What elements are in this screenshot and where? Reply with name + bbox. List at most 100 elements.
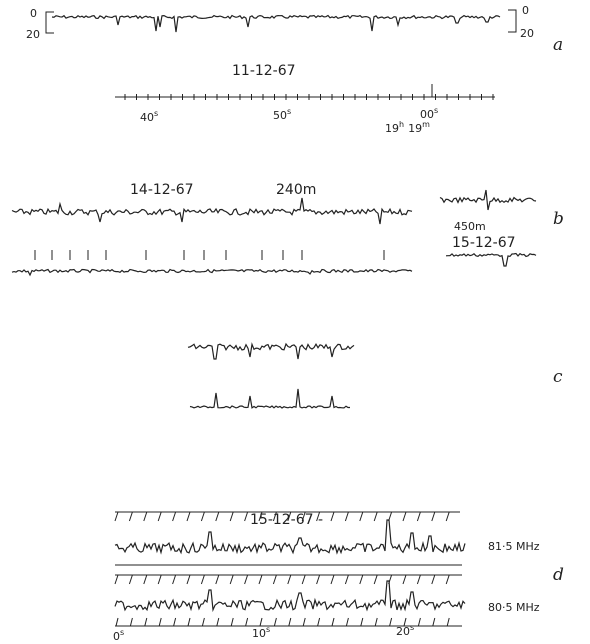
tick <box>172 511 177 522</box>
tick <box>373 511 378 522</box>
tick <box>302 617 306 627</box>
hour-label: 19h 19m <box>385 120 430 135</box>
trace <box>445 252 537 267</box>
tick <box>186 511 191 522</box>
tick <box>287 574 292 585</box>
tick <box>403 617 407 627</box>
trace <box>439 189 537 211</box>
panel-letter: b <box>553 209 564 229</box>
time-label: 0s <box>113 628 124 643</box>
tick <box>229 574 234 585</box>
tick <box>129 617 133 627</box>
tick <box>359 574 364 585</box>
tick <box>258 574 263 585</box>
tick <box>301 511 306 522</box>
frequency: 81·5 MHz <box>488 540 540 553</box>
time-label: 50s <box>273 107 291 122</box>
tick <box>445 574 450 585</box>
date: 14-12-67 <box>130 182 194 198</box>
tick <box>316 574 321 585</box>
tick <box>186 574 191 585</box>
tick <box>258 511 263 522</box>
tick <box>330 511 335 522</box>
trace <box>187 342 355 360</box>
tick <box>200 574 205 585</box>
tick <box>402 574 407 585</box>
tick <box>446 617 450 627</box>
scale-bracket <box>45 11 54 34</box>
time-label: 20s <box>396 623 414 638</box>
tick <box>330 574 335 585</box>
axis-ticks <box>124 84 494 100</box>
tick <box>432 617 436 627</box>
date: 15-12-67 - <box>250 512 323 528</box>
tick <box>216 617 220 627</box>
trace <box>11 197 413 225</box>
tick <box>143 511 148 522</box>
tick <box>359 511 364 522</box>
tick <box>128 574 133 585</box>
tick <box>389 617 393 627</box>
tick <box>157 574 162 585</box>
tick <box>245 617 249 627</box>
tick <box>316 511 321 522</box>
scale-label: 0 <box>30 7 37 20</box>
tick <box>244 574 249 585</box>
tick <box>215 574 220 585</box>
tick <box>215 511 220 522</box>
tick <box>344 511 349 522</box>
tick <box>172 574 177 585</box>
tick <box>273 617 277 627</box>
tick <box>272 511 277 522</box>
panel-letter: d <box>553 565 564 585</box>
tick <box>373 574 378 585</box>
tick <box>272 574 277 585</box>
tick <box>230 617 234 627</box>
tick <box>431 574 436 585</box>
tick <box>417 617 421 627</box>
tick <box>374 617 378 627</box>
trace <box>11 268 413 277</box>
tick <box>288 617 292 627</box>
wavelength: 450m <box>454 220 486 233</box>
tick <box>431 511 436 522</box>
scale-label: 0 <box>522 4 529 17</box>
time-label: 10s <box>252 625 270 640</box>
tick <box>416 574 421 585</box>
panel-letter: c <box>553 367 563 387</box>
tick <box>345 617 349 627</box>
marker-ticks <box>34 250 385 260</box>
trace <box>114 580 466 613</box>
tick <box>416 511 421 522</box>
scale-bracket <box>508 9 517 33</box>
tick <box>301 574 306 585</box>
time-label: 00s <box>420 106 438 121</box>
tick <box>157 511 162 522</box>
tick <box>287 511 292 522</box>
tick <box>331 617 335 627</box>
tick <box>158 617 162 627</box>
tick <box>229 511 234 522</box>
tick <box>244 511 249 522</box>
trace <box>189 388 350 409</box>
scale-label: 20 <box>520 27 534 40</box>
time-label: 40s <box>140 109 158 124</box>
tick <box>114 574 119 585</box>
trace <box>51 14 501 33</box>
scale-label: 20 <box>26 28 40 41</box>
tick <box>259 617 263 627</box>
tick <box>344 574 349 585</box>
frequency: 80·5 MHz <box>488 601 540 614</box>
tick <box>114 511 119 522</box>
tick <box>445 511 450 522</box>
tick <box>402 511 407 522</box>
tick <box>115 617 119 627</box>
tick <box>144 617 148 627</box>
date: 15-12-67 <box>452 235 516 251</box>
time-ruler <box>114 511 462 627</box>
tick <box>143 574 148 585</box>
tick <box>187 617 191 627</box>
wavelength: 240m <box>276 182 316 198</box>
